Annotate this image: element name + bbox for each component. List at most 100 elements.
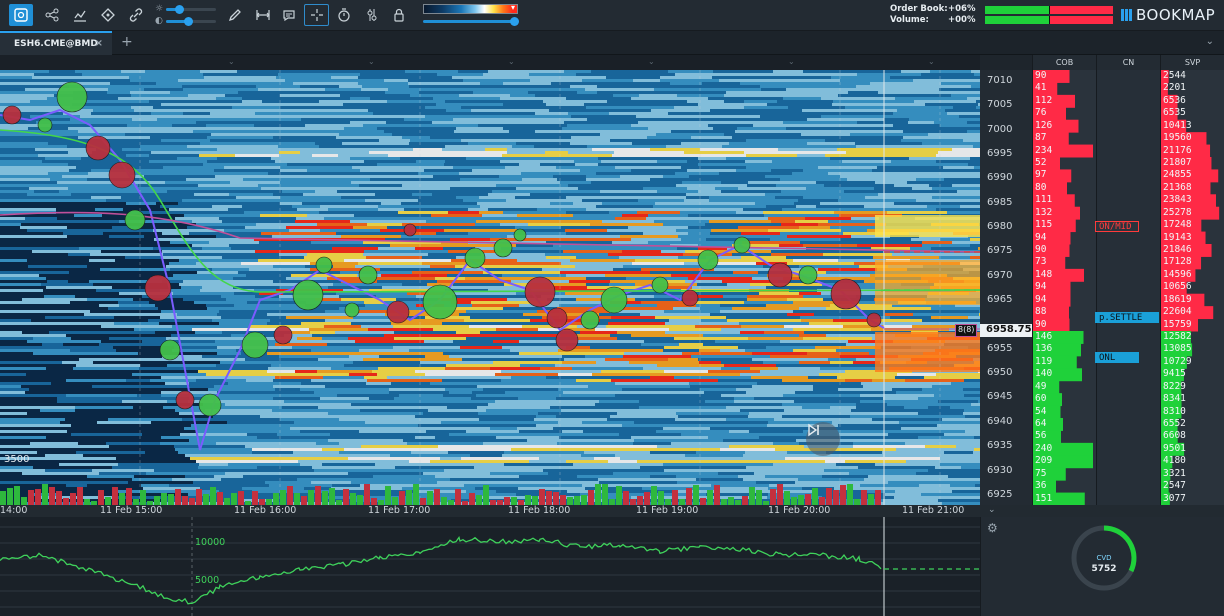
lock-icon[interactable] xyxy=(387,4,411,26)
heatmap-cell xyxy=(648,214,688,217)
heatmap-cell xyxy=(477,322,553,325)
heatmap-cell xyxy=(675,208,743,211)
buy-volume-bar xyxy=(665,499,671,505)
link-icon[interactable] xyxy=(124,4,148,26)
heatmap-cell xyxy=(950,406,980,409)
heatmap-canvas[interactable] xyxy=(0,70,980,505)
heatmap-cell xyxy=(126,379,150,382)
heatmap-cell xyxy=(196,262,241,265)
heatmap-cell xyxy=(548,190,600,193)
heatmap-cell xyxy=(597,91,644,94)
brightness-slider[interactable] xyxy=(166,8,216,11)
heatmap-cell xyxy=(968,163,980,166)
heatmap-cell xyxy=(733,202,755,205)
heatmap-cell xyxy=(472,391,505,394)
measure-icon[interactable] xyxy=(251,4,275,26)
drawing-icon[interactable] xyxy=(96,4,120,26)
heatmap-cell xyxy=(818,268,877,271)
gear-icon[interactable]: ⚙ xyxy=(987,521,998,535)
heatmap-cell xyxy=(802,406,830,409)
heatmap-cell xyxy=(964,409,980,412)
heatmap-cell xyxy=(502,346,566,349)
add-tab-button[interactable]: + xyxy=(121,34,133,50)
heatmap-cell xyxy=(0,121,36,124)
contrast-slider-knob[interactable] xyxy=(184,17,193,26)
price-axis[interactable]: 6958.75 8(8) 7010 7005 7000 6995 6990 6985 698… xyxy=(955,70,1032,505)
heatmap-cell xyxy=(91,190,167,193)
heatmap-cell xyxy=(350,220,378,223)
heatmap-cell xyxy=(845,379,872,382)
heatmap-cell xyxy=(668,373,740,376)
timer-icon[interactable] xyxy=(332,4,356,26)
share-icon[interactable] xyxy=(40,4,64,26)
heatmap-cell xyxy=(749,442,773,445)
buy-volume-dot xyxy=(292,279,324,311)
tab-label: ESH6.CME@BMD xyxy=(14,39,98,49)
heatmap-cell xyxy=(703,421,768,424)
crosshair-icon[interactable] xyxy=(304,4,329,26)
heatmap-cell xyxy=(868,475,921,478)
heatmap-cell xyxy=(157,118,232,121)
heatmap-cell xyxy=(438,445,475,448)
heatmap-cell xyxy=(779,112,848,115)
cob-value: 126 xyxy=(1035,119,1053,131)
heatmap-color-scale[interactable]: ▾ xyxy=(423,3,518,14)
indicators-icon[interactable] xyxy=(68,4,92,26)
heatmap-cell xyxy=(839,82,870,85)
time-axis[interactable]: 14:00 11 Feb 15:00 11 Feb 16:00 11 Feb 17:0… xyxy=(0,505,980,517)
heatmap-cell xyxy=(768,493,816,496)
heatmap-cell xyxy=(475,223,500,226)
buy-volume-bar xyxy=(161,493,167,505)
heatmap-cell xyxy=(224,229,289,232)
heatmap-cell xyxy=(818,223,886,226)
heatmap-cell xyxy=(0,301,70,304)
close-icon[interactable]: × xyxy=(94,38,103,49)
chevron-down-icon[interactable]: ⌄ xyxy=(1205,36,1214,47)
heatmap-contrast-knob[interactable] xyxy=(510,17,519,26)
heatmap-cell xyxy=(908,121,934,124)
order-book-value: +06% xyxy=(948,4,976,14)
heatmap-cell xyxy=(729,142,807,145)
heatmap-cell xyxy=(0,337,33,340)
heatmap-cell xyxy=(258,259,280,262)
cvd-indicator-panel[interactable]: 10000 5000 xyxy=(0,517,980,616)
heatmap-cell xyxy=(218,232,261,235)
heatmap-cell xyxy=(500,223,528,226)
heatmap-cell xyxy=(792,172,828,175)
heatmap-cell xyxy=(291,274,357,277)
heatmap-cell xyxy=(0,262,22,265)
heatmap-cell xyxy=(244,256,304,259)
heatmap-cell xyxy=(77,244,152,247)
heatmap-cell xyxy=(738,475,765,478)
chat-icon[interactable] xyxy=(277,4,301,26)
chevron-down-icon[interactable]: ⌄ xyxy=(988,505,996,515)
heatmap-cell xyxy=(71,277,150,280)
settings-icon[interactable] xyxy=(360,4,384,26)
heatmap-chart[interactable]: 3500 xyxy=(0,70,980,505)
replay-button[interactable] xyxy=(806,422,840,456)
cob-value: 94 xyxy=(1035,281,1047,293)
heatmap-cell xyxy=(120,454,185,457)
pencil-icon[interactable] xyxy=(223,4,247,26)
heatmap-cell xyxy=(75,409,110,412)
tab-esh6[interactable]: ESH6.CME@BMD × xyxy=(0,31,112,55)
heatmap-cell xyxy=(89,259,115,262)
add-chart-icon[interactable] xyxy=(9,4,33,26)
svp-header: SVP xyxy=(1160,55,1224,70)
heatmap-cell xyxy=(0,295,44,298)
brightness-slider-knob[interactable] xyxy=(175,5,184,14)
heatmap-cell xyxy=(688,214,764,217)
heatmap-cell xyxy=(191,424,238,427)
heatmap-cell xyxy=(217,346,239,349)
heatmap-cell xyxy=(580,169,609,172)
sell-volume-bar xyxy=(49,487,55,505)
heatmap-cell xyxy=(923,76,980,79)
heatmap-cell xyxy=(949,133,980,136)
chevron-down-icon[interactable]: ▾ xyxy=(510,3,515,12)
heatmap-cell xyxy=(800,274,870,277)
heatmap-cell xyxy=(233,286,280,289)
heatmap-cell xyxy=(738,346,766,349)
sell-volume-dot xyxy=(386,300,410,324)
heatmap-cell xyxy=(797,94,838,97)
heatmap-contrast-slider[interactable] xyxy=(423,20,515,23)
